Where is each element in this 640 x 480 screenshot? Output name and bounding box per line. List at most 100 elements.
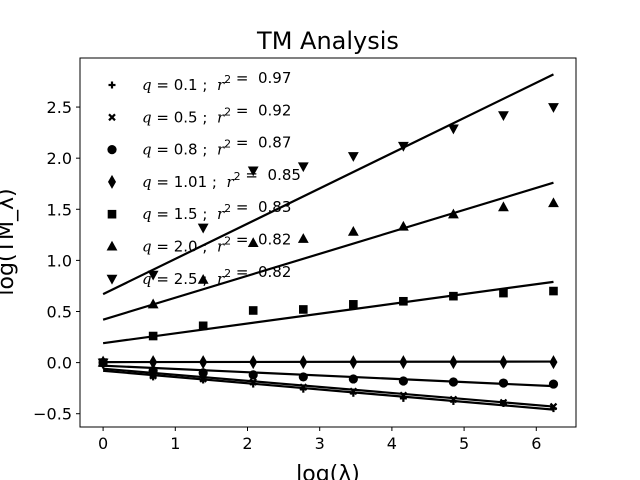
y-tick-label: 1.5 <box>47 200 72 219</box>
data-point-q-0.5 <box>449 395 458 404</box>
data-point-q-0.8 <box>348 374 358 384</box>
legend-label: q = 1.01 ; r2 = 0.85 <box>142 166 301 191</box>
legend: q = 0.1 ; r2 = 0.97 q = 0.5 ; r2 = 0.92 q … <box>106 69 301 288</box>
fit-line-q-2.0 <box>102 181 554 321</box>
data-point-q-1.01 <box>449 355 458 370</box>
legend-marker <box>108 174 116 189</box>
y-tick-label: −0.5 <box>33 405 72 424</box>
data-point-q-2.5 <box>97 358 109 369</box>
x-tick-label: 0 <box>98 434 108 453</box>
x-tick-label: 1 <box>170 434 180 453</box>
data-point-q-2.0 <box>297 233 309 243</box>
data-point-q-1.01 <box>399 355 408 370</box>
fit-line-q-0.5 <box>103 367 554 408</box>
data-point-q-1.01 <box>349 355 358 370</box>
legend-marker <box>106 274 118 285</box>
x-mark-b <box>108 113 116 122</box>
y-tick-label: 1.0 <box>47 251 72 270</box>
data-point-q-1.5 <box>549 286 558 296</box>
data-point-q-1.5 <box>299 305 308 314</box>
x-mark-b <box>499 398 508 407</box>
x-mark-b <box>299 383 308 391</box>
fit-line-q-0.1 <box>103 369 554 411</box>
data-point-q-1.01 <box>199 355 208 370</box>
fit-lines <box>102 73 554 411</box>
data-point-q-2.5 <box>498 111 509 122</box>
x-mark-b <box>249 378 257 386</box>
y-tick-label: 0.5 <box>47 302 72 321</box>
data-point-q-2.0 <box>397 220 409 231</box>
data-point-q-2.0 <box>448 208 459 219</box>
data-point-q-2.5 <box>247 166 259 177</box>
data-point-q-1.01 <box>549 355 558 370</box>
data-point-q-2.5 <box>548 103 559 113</box>
data-point-q-1.5 <box>248 306 258 315</box>
y-axis-label: log(TM_λ) <box>0 188 19 295</box>
data-point-q-2.0 <box>548 197 559 208</box>
x-tick-label: 2 <box>242 434 252 453</box>
data-point-q-0.5 <box>499 398 508 407</box>
data-point-q-2.0 <box>347 225 359 236</box>
data-point-q-2.5 <box>197 223 209 234</box>
x-mark-b <box>349 387 358 396</box>
data-point-q-0.8 <box>198 368 208 378</box>
axis-ticks: 0 1 2 3 4 5 6 −0.5 0.0 0.5 1.0 1.5 2.0 2.5 <box>33 98 541 453</box>
x-tick-label: 5 <box>459 434 469 453</box>
legend-entry-q-0.5: q = 0.5 ; r2 = 0.92 <box>108 101 291 126</box>
data-point-q-1.5 <box>499 288 508 298</box>
legend-marker <box>107 145 117 155</box>
data-point-q-2.0 <box>197 274 209 284</box>
data-point-q-1.01 <box>149 355 158 370</box>
data-point-q-0.8 <box>148 366 158 376</box>
chart-title: TM Analysis <box>256 27 399 55</box>
data-point-q-1.01 <box>249 355 258 370</box>
legend-entry-q-1.01: q = 1.01 ; r2 = 0.85 <box>108 166 301 191</box>
data-point-q-0.5 <box>249 378 257 386</box>
fit-line-q-1.5 <box>102 280 554 345</box>
x-mark-b <box>449 395 458 404</box>
legend-entry-q-0.1: q = 0.1 ; r2 = 0.97 <box>108 69 291 94</box>
x-mark-b <box>399 391 408 400</box>
y-tick-label: 0.0 <box>47 354 72 373</box>
data-point-q-1.01 <box>299 355 308 370</box>
plot-frame <box>79 57 577 428</box>
data-point-q-1.5 <box>399 296 408 306</box>
legend-entry-q-1.5: q = 1.5 ; r2 = 0.83 <box>107 198 291 223</box>
x-tick-label: 6 <box>531 434 541 453</box>
data-point-q-1.5 <box>198 321 208 331</box>
data-point-q-0.8 <box>398 376 408 386</box>
data-point-q-0.8 <box>548 379 559 389</box>
fit-line-q-1.01 <box>103 360 554 364</box>
data-point-q-0.5 <box>299 383 308 391</box>
data-point-q-0.5 <box>399 391 408 400</box>
data-point-q-0.5 <box>349 387 358 396</box>
data-point-q-1.5 <box>349 300 358 309</box>
data-point-q-1.5 <box>148 331 158 341</box>
x-mark-b <box>549 402 558 411</box>
data-point-q-2.5 <box>448 124 459 135</box>
legend-label: q = 0.8 ; r2 = 0.87 <box>142 134 291 159</box>
x-axis-label: log(λ) <box>296 462 360 480</box>
legend-label: q = 2.5 ; r2 = 0.82 <box>142 263 291 288</box>
legend-entry-q-2.5: q = 2.5 ; r2 = 0.82 <box>106 263 291 288</box>
legend-label: q = 0.5 ; r2 = 0.92 <box>142 101 291 126</box>
data-point-q-1.01 <box>499 355 508 370</box>
data-point-q-2.0 <box>498 201 509 212</box>
data-point-q-0.8 <box>248 370 258 380</box>
legend-entry-q-2.0: q = 2.0 ; r2 = 0.82 <box>106 231 291 256</box>
data-point-q-2.5 <box>397 141 409 152</box>
x-tick-label: 3 <box>315 434 325 453</box>
legend-label: q = 0.1 ; r2 = 0.97 <box>142 69 291 94</box>
data-point-q-2.5 <box>347 152 359 162</box>
data-point-q-0.8 <box>298 372 308 382</box>
data-point-q-0.8 <box>498 378 509 388</box>
data-point-q-0.5 <box>549 402 558 411</box>
x-tick-label: 4 <box>387 434 397 453</box>
data-point-q-2.5 <box>147 270 159 281</box>
data-point-q-2.0 <box>147 298 159 309</box>
data-point-q-1.5 <box>449 291 458 301</box>
y-tick-label: 2.0 <box>47 149 72 168</box>
fit-line-q-2.5 <box>102 73 554 296</box>
legend-marker <box>107 209 117 219</box>
legend-marker <box>106 240 118 251</box>
